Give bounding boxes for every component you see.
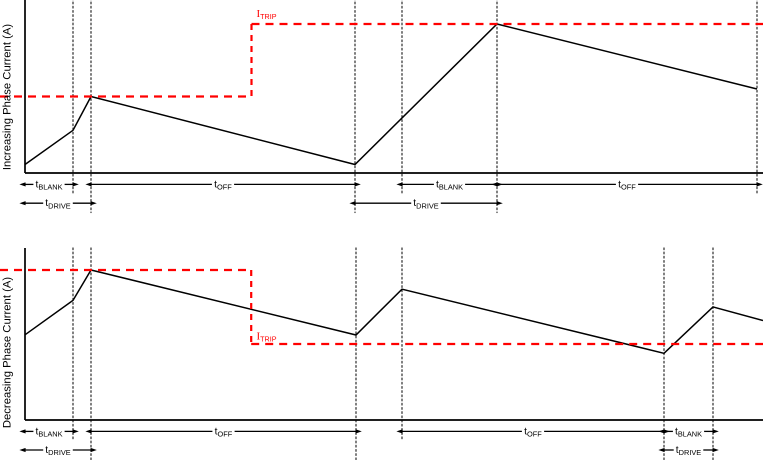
- svg-text:Decreasing Phase Current (A): Decreasing Phase Current (A): [2, 277, 14, 429]
- svg-text:Increasing Phase Current (A): Increasing Phase Current (A): [2, 24, 14, 171]
